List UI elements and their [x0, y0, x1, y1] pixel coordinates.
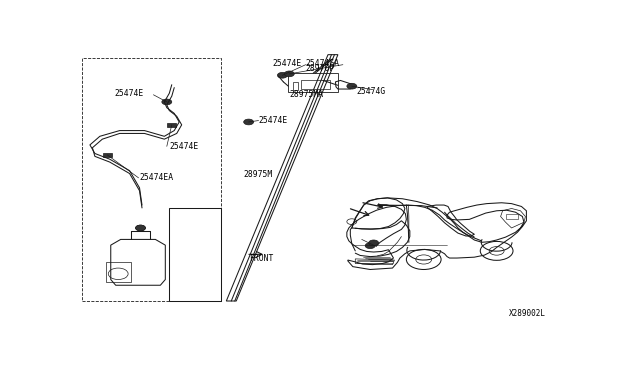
- Circle shape: [136, 225, 145, 231]
- Text: 25474E: 25474E: [259, 116, 288, 125]
- Text: 25474E: 25474E: [169, 142, 198, 151]
- Circle shape: [347, 83, 356, 89]
- Bar: [506, 214, 518, 218]
- Circle shape: [284, 71, 294, 77]
- Text: 28975M: 28975M: [244, 170, 273, 179]
- Circle shape: [365, 243, 375, 248]
- Text: 25474E: 25474E: [273, 59, 301, 68]
- Text: X289002L: X289002L: [509, 310, 546, 318]
- Text: 28970P: 28970P: [306, 64, 335, 73]
- Text: 25474EA: 25474EA: [140, 173, 173, 182]
- Bar: [167, 123, 176, 127]
- Bar: [103, 153, 112, 157]
- Circle shape: [244, 119, 253, 125]
- Circle shape: [277, 73, 287, 78]
- Bar: [288, 73, 338, 92]
- Circle shape: [369, 240, 379, 246]
- Text: 28975MA: 28975MA: [289, 90, 323, 99]
- Text: FRONT: FRONT: [249, 254, 273, 263]
- Text: 25474GA: 25474GA: [306, 59, 340, 68]
- Text: 25474G: 25474G: [356, 87, 386, 96]
- Text: 25474E: 25474E: [115, 89, 144, 98]
- Circle shape: [162, 99, 172, 105]
